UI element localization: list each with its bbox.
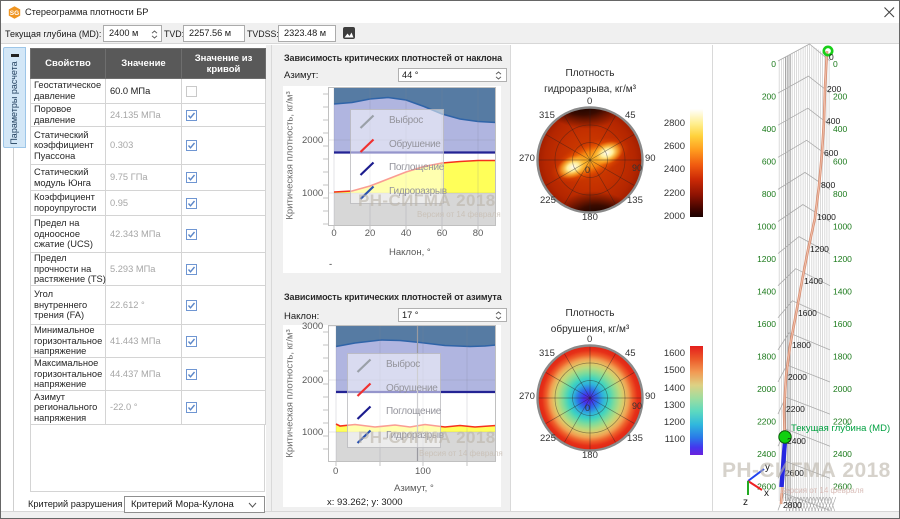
- svg-text:2400: 2400: [833, 449, 852, 459]
- svg-text:200: 200: [827, 84, 841, 94]
- svg-text:1400: 1400: [804, 276, 823, 286]
- svg-text:200: 200: [762, 92, 776, 102]
- svg-text:1800: 1800: [833, 352, 852, 362]
- svg-text:x: x: [764, 488, 769, 499]
- svg-text:1600: 1600: [757, 319, 776, 329]
- svg-text:1000: 1000: [757, 222, 776, 232]
- svg-text:1400: 1400: [757, 287, 776, 297]
- svg-text:600: 600: [824, 148, 838, 158]
- svg-text:Текущая глубина (MD): Текущая глубина (MD): [791, 423, 890, 434]
- svg-text:200: 200: [833, 92, 847, 102]
- svg-text:2000: 2000: [757, 384, 776, 394]
- svg-text:2200: 2200: [786, 404, 805, 414]
- svg-text:1600: 1600: [798, 308, 817, 318]
- svg-text:1200: 1200: [833, 254, 852, 264]
- svg-text:2200: 2200: [757, 417, 776, 427]
- svg-text:2400: 2400: [787, 436, 806, 446]
- svg-text:400: 400: [826, 116, 840, 126]
- svg-text:600: 600: [762, 157, 776, 167]
- svg-text:800: 800: [821, 180, 835, 190]
- svg-text:1000: 1000: [817, 212, 836, 222]
- svg-text:800: 800: [762, 189, 776, 199]
- svg-text:1800: 1800: [757, 352, 776, 362]
- svg-text:400: 400: [833, 124, 847, 134]
- svg-text:1200: 1200: [810, 244, 829, 254]
- svg-text:0: 0: [771, 59, 776, 69]
- svg-text:2400: 2400: [757, 449, 776, 459]
- svg-text:0: 0: [829, 52, 834, 62]
- svg-text:2200: 2200: [833, 417, 852, 427]
- svg-text:800: 800: [833, 189, 847, 199]
- svg-text:1800: 1800: [792, 340, 811, 350]
- svg-text:2600: 2600: [785, 468, 804, 478]
- svg-text:z: z: [743, 497, 748, 508]
- svg-text:y: y: [765, 462, 770, 473]
- svg-text:0: 0: [833, 59, 838, 69]
- svg-text:1200: 1200: [757, 254, 776, 264]
- svg-text:SG: SG: [10, 10, 19, 17]
- svg-text:2000: 2000: [788, 372, 807, 382]
- svg-text:2000: 2000: [833, 384, 852, 394]
- svg-text:2800: 2800: [783, 500, 802, 510]
- svg-text:1400: 1400: [833, 287, 852, 297]
- svg-text:2600: 2600: [833, 482, 852, 492]
- svg-text:1000: 1000: [833, 222, 852, 232]
- svg-text:2600: 2600: [757, 482, 776, 492]
- svg-text:400: 400: [762, 124, 776, 134]
- svg-text:600: 600: [833, 157, 847, 167]
- svg-text:1600: 1600: [833, 319, 852, 329]
